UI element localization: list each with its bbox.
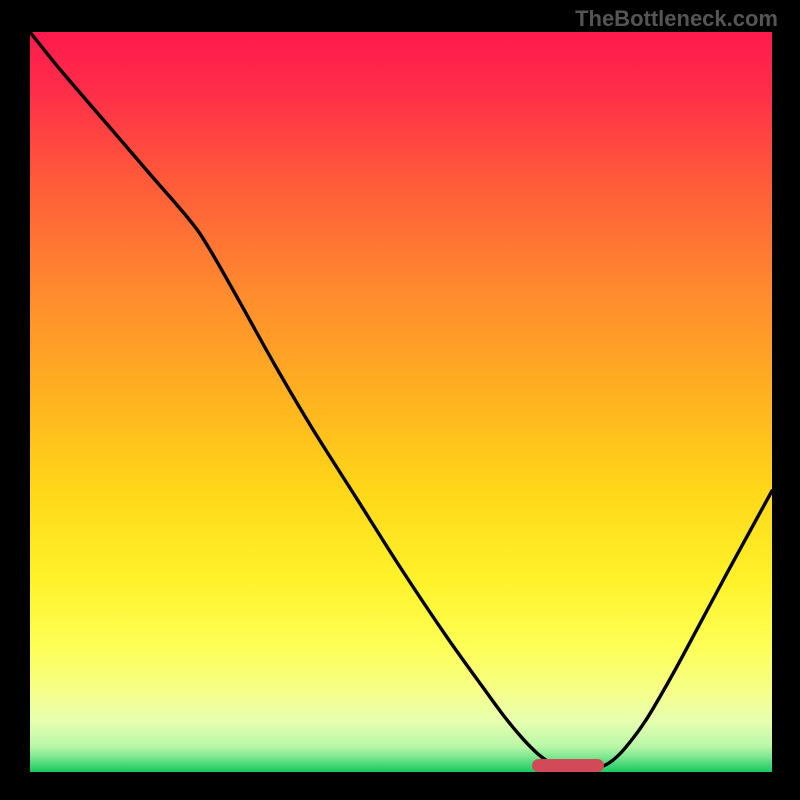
gradient-background bbox=[30, 32, 772, 772]
target-marker bbox=[532, 759, 603, 772]
chart-frame: TheBottleneck.com bbox=[0, 0, 800, 800]
plot-area bbox=[30, 32, 772, 772]
source-watermark: TheBottleneck.com bbox=[575, 6, 778, 32]
